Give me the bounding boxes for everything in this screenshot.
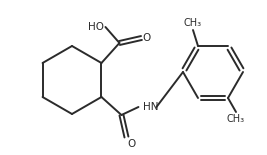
Text: HN: HN [143,102,159,112]
Text: O: O [127,139,136,149]
Text: CH₃: CH₃ [227,114,245,124]
Text: O: O [143,33,151,43]
Text: HO: HO [88,22,104,32]
Text: CH₃: CH₃ [184,18,202,28]
